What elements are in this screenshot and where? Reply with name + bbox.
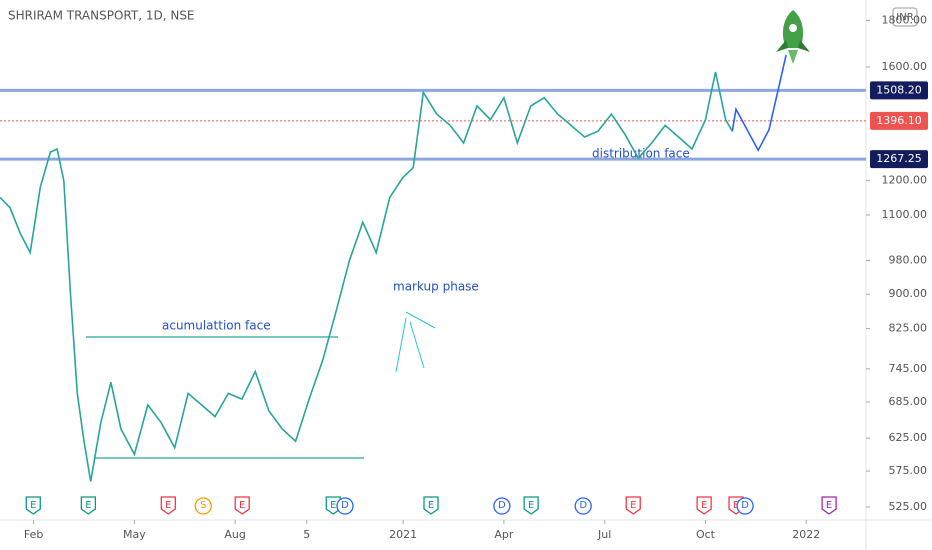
x-tick-label: Jul	[597, 528, 611, 541]
y-tick-label: 825.00	[889, 322, 928, 335]
event-label: E	[826, 500, 832, 511]
level-label: 1396.10	[876, 114, 922, 127]
currency: INR	[896, 12, 913, 23]
event-badge	[423, 496, 439, 515]
x-tick-label: Aug	[224, 528, 245, 541]
drawing	[395, 317, 407, 373]
y-tick-label: 1200.00	[882, 174, 928, 187]
event-label: E	[701, 500, 707, 511]
drawing	[405, 311, 436, 329]
event-label: S	[200, 500, 206, 511]
event-label: D	[741, 500, 749, 511]
event-badge	[736, 497, 754, 515]
event-badge	[25, 496, 41, 515]
event-badge	[336, 497, 354, 515]
y-tick-label: 980.00	[889, 254, 928, 267]
y-tick-label: 685.00	[889, 395, 928, 408]
y-tick-label: 1800.00	[882, 14, 928, 27]
rocket-icon	[776, 10, 810, 64]
event-badge	[523, 496, 539, 515]
event-badge	[234, 496, 250, 515]
y-tick-label: 525.00	[889, 500, 928, 513]
level-label-box	[870, 150, 928, 169]
event-label: D	[498, 500, 506, 511]
y-tick-label: 1100.00	[882, 208, 928, 221]
drawing	[409, 321, 425, 369]
price-line	[731, 54, 787, 152]
event-badge	[625, 496, 641, 515]
event-badge	[574, 497, 592, 515]
event-label: E	[630, 500, 636, 511]
price-line	[0, 71, 733, 482]
event-label: E	[239, 500, 245, 511]
x-tick-label: 2021	[389, 528, 417, 541]
level-label: 1508.20	[876, 83, 922, 96]
event-badge	[80, 496, 97, 515]
event-badge	[194, 497, 212, 515]
event-badge	[821, 496, 837, 515]
annotation: distribution face	[592, 147, 690, 161]
event-label: E	[330, 500, 336, 511]
y-tick-label: 900.00	[889, 287, 928, 300]
event-label: E	[165, 500, 171, 511]
y-tick-label: 575.00	[889, 464, 928, 477]
x-tick-label: Oct	[696, 528, 716, 541]
x-tick-label: 5	[303, 528, 310, 541]
level-label-box	[870, 111, 928, 130]
event-badge	[493, 497, 511, 515]
annotation: acumulattion face	[162, 319, 271, 333]
event-badge	[696, 496, 712, 515]
x-tick-label: 2022	[792, 528, 820, 541]
y-tick-label: 745.00	[889, 362, 928, 375]
event-badge	[325, 496, 341, 515]
event-label: E	[428, 500, 434, 511]
annotation: markup phase	[393, 280, 479, 294]
x-tick-label: Feb	[24, 528, 43, 541]
chart-title: SHRIRAM TRANSPORT, 1D, NSE	[8, 9, 195, 23]
x-tick-label: Apr	[494, 528, 514, 541]
event-label: D	[341, 500, 349, 511]
y-tick-label: 1600.00	[882, 60, 928, 73]
event-label: E	[733, 500, 739, 511]
currency-badge	[892, 7, 918, 27]
level-label: 1267.25	[876, 152, 922, 165]
event-label: E	[528, 500, 534, 511]
y-tick-label: 625.00	[889, 431, 928, 444]
event-label: D	[579, 500, 587, 511]
x-tick-label: May	[123, 528, 146, 541]
event-label: E	[85, 500, 91, 511]
level-label-box	[870, 81, 928, 100]
event-badge	[160, 496, 176, 515]
event-label: E	[30, 500, 36, 511]
